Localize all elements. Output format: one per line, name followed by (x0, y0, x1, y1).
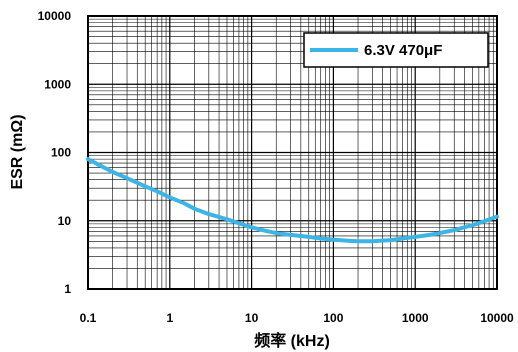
x-axis-title: 频率 (kHz) (254, 331, 330, 350)
legend-label: 6.3V 470μF (364, 42, 442, 59)
y-axis-title: ESR (mΩ) (9, 114, 26, 189)
series-line-6-3v-470uf (86, 157, 499, 244)
grid (87, 16, 497, 290)
x-tick-label: 10 (245, 311, 259, 325)
y-tick-label: 10000 (38, 9, 72, 23)
plot-frame (87, 15, 498, 290)
y-tick-label: 1000 (44, 77, 71, 91)
y-tick-label: 100 (51, 146, 71, 160)
x-tick-label: 10000 (480, 311, 514, 325)
y-tick-label: 10 (58, 214, 72, 228)
x-tick-label: 0.1 (80, 311, 97, 325)
legend: 6.3V 470μF (303, 32, 489, 68)
x-tick-label: 100 (323, 311, 343, 325)
tick-labels: 0.1 1 10 100 1000 10000 1 10 100 1000 10000 (38, 9, 514, 325)
y-tick-label: 1 (64, 282, 71, 296)
x-tick-label: 1 (166, 311, 173, 325)
x-tick-label: 1000 (402, 311, 429, 325)
